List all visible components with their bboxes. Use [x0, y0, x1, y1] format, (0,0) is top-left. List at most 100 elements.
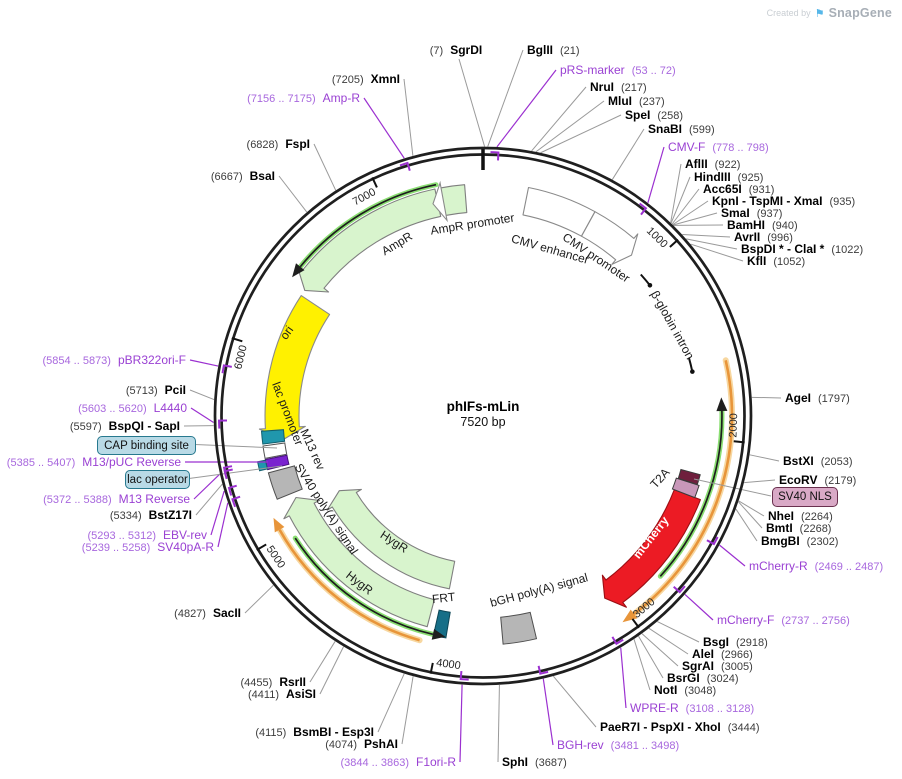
- leader-line-sgrai: [641, 633, 679, 667]
- leader-line-avrii: [682, 234, 731, 238]
- leader-line-nrui: [531, 86, 587, 152]
- enzyme-label-smai: SmaI (937): [721, 206, 782, 220]
- primer-label-m13-reverse: (5372 .. 5388) M13 Reverse: [43, 492, 190, 506]
- enzyme-label-hindiii: HindIII (925): [694, 170, 763, 184]
- primer-site-marker-3490: [537, 665, 549, 675]
- feature-badge-sv40-nls: SV40 NLS: [772, 487, 838, 507]
- enzyme-label-bspqi-sapi: (5597) BspQI - SapI: [70, 419, 180, 433]
- enzyme-label-sgrai: SgrAI (3005): [682, 659, 753, 673]
- feature-shapes: [257, 180, 701, 645]
- enzyme-label-nrui: NruI (217): [590, 80, 647, 94]
- ring-outer: [213, 146, 753, 686]
- leader-line-asisi: [319, 646, 344, 695]
- primer-label-amp-r: (7156 .. 7175) Amp-R: [247, 91, 360, 105]
- primer-label-l4440: (5603 .. 5620) L4440: [78, 401, 187, 415]
- primer-site-marker-788: [639, 202, 648, 216]
- leader-line-agei: [751, 396, 782, 399]
- leader-line-amp-r: [363, 97, 405, 159]
- leader-line-nhei: [738, 500, 765, 517]
- leader-line-bsmbi-esp3i: [377, 673, 405, 733]
- ruler-tick-5000: [256, 543, 267, 551]
- feature-sv40-polya: [267, 465, 303, 500]
- primer-label-m13-puc-reverse: (5385 .. 5407) M13/pUC Reverse: [7, 455, 182, 469]
- leader-line-f1ori-r: [459, 684, 463, 763]
- leader-line-cmv-f: [647, 146, 665, 203]
- ruler-tick-2000: [733, 440, 745, 444]
- ruler-tick-label-6000: 6000: [232, 344, 249, 371]
- primer-site-markers: [217, 151, 719, 681]
- enzyme-label-spei: SpeI (258): [625, 108, 683, 122]
- ruler-tick-7000: [371, 177, 378, 188]
- primer-label-sv40pa-r: (5239 .. 5258) SV40pA-R: [82, 540, 215, 554]
- enzyme-label-paer7i-pspxi-xhoi: PaeR7I - PspXI - XhoI (3444): [600, 720, 760, 734]
- feature-badge-cap-binding-site: CAP binding site: [97, 436, 196, 455]
- leader-line-xmni: [403, 78, 414, 156]
- leader-line-wpre-r: [620, 647, 627, 709]
- feature-cap-site-box: [260, 429, 286, 445]
- enzyme-label-ecorv: EcoRV (2179): [779, 473, 856, 487]
- primer-site-marker-2478: [706, 536, 719, 546]
- enzyme-label-bmti: BmtI (2268): [766, 521, 831, 535]
- feature-mcherry: [601, 489, 701, 608]
- intron-boundary-dot-intron-mark-start: [647, 283, 653, 288]
- enzyme-label-alei: AleI (2966): [692, 647, 753, 661]
- enzyme-label-bsrgi: BsrGI (3024): [667, 671, 738, 685]
- leader-line-snabi: [611, 128, 645, 180]
- leader-line-hindiii: [670, 176, 691, 224]
- leader-line-bsai: [278, 175, 308, 213]
- enzyme-label-bspdi-clai: BspDI * - ClaI * (1022): [741, 242, 863, 256]
- leader-line-bmti: [738, 501, 763, 529]
- feature-bgh-polya: [500, 611, 538, 645]
- intron-boundary-dot-intron-mark-end: [690, 369, 695, 374]
- leader-line-bmgbi: [735, 508, 758, 542]
- enzyme-label-nhei: NheI (2264): [768, 509, 833, 523]
- leader-line-sacii: [244, 584, 274, 614]
- leader-line-alei: [648, 627, 689, 655]
- primer-site-marker-3118: [611, 636, 624, 646]
- leader-line-mlui: [535, 100, 605, 153]
- enzyme-label-pcii: (5713) PciI: [126, 383, 186, 397]
- feature-label-t2a: T2A: [647, 465, 672, 491]
- leader-line-sv40-nls: [693, 478, 772, 497]
- enzyme-label-sacii: (4827) SacII: [174, 606, 241, 620]
- leader-line-fspi: [313, 143, 337, 191]
- leader-line-lac-operator: [188, 465, 283, 479]
- leader-line-bgh-rev: [542, 678, 554, 746]
- leader-line-kfli: [690, 243, 744, 262]
- feature-hygr-inner: [326, 488, 456, 590]
- orf-arrowhead-orf-hygr: [431, 629, 446, 640]
- enzyme-label-fspi: (6828) FspI: [247, 137, 310, 151]
- leader-line-sphi: [497, 684, 500, 763]
- primer-label-f1ori-r: (3844 .. 3863) F1ori-R: [340, 755, 456, 769]
- feature-cmv-enhancer: [522, 186, 596, 237]
- feature-cmv-promoter: [580, 211, 639, 265]
- leader-line-bglii: [487, 49, 524, 147]
- leader-line-sgrdi: [458, 58, 486, 147]
- orf-arc-core-orf-orange-left: [278, 529, 420, 642]
- primer-site-marker-5863: [221, 364, 232, 374]
- feature-t2a: [671, 477, 700, 499]
- leader-line-bstz17i: [195, 483, 223, 516]
- primer-site-marker-5302: [227, 484, 237, 496]
- ruler-tick-1000: [669, 238, 679, 248]
- ruler-tick-3000: [631, 618, 640, 629]
- primer-site-marker-3853: [459, 671, 469, 681]
- enzyme-label-bsai: (6667) BsaI: [211, 169, 275, 183]
- ruler-tick-4000: [429, 662, 434, 674]
- orf-arc-core-orf-ampr: [299, 183, 437, 268]
- enzyme-label-bsgi: BsgI (2918): [703, 635, 768, 649]
- primer-site-marker-5396: [222, 465, 233, 476]
- enzyme-label-bstz17i: (5334) BstZ17I: [110, 508, 192, 522]
- leader-line-bstxi: [749, 454, 780, 462]
- watermark-created-by-label: Created by: [766, 8, 811, 18]
- enzyme-label-bglii: BglII (21): [527, 43, 580, 57]
- enzyme-label-kpni-tspmi-xmai: KpnI - TspMI - XmaI (935): [712, 194, 855, 208]
- enzyme-label-bsmbi-esp3i: (4115) BsmBI - Esp3I: [255, 725, 374, 739]
- ruler-tick-label-5000: 5000: [264, 544, 288, 571]
- leader-line-spei: [540, 114, 622, 154]
- primer-site-marker-62: [490, 151, 500, 161]
- orf-arc-core-orf-right: [659, 410, 723, 577]
- leader-line-bspdi-clai: [686, 238, 738, 250]
- primer-label-mcherry-f: mCherry-F (2737 .. 2756): [717, 613, 850, 627]
